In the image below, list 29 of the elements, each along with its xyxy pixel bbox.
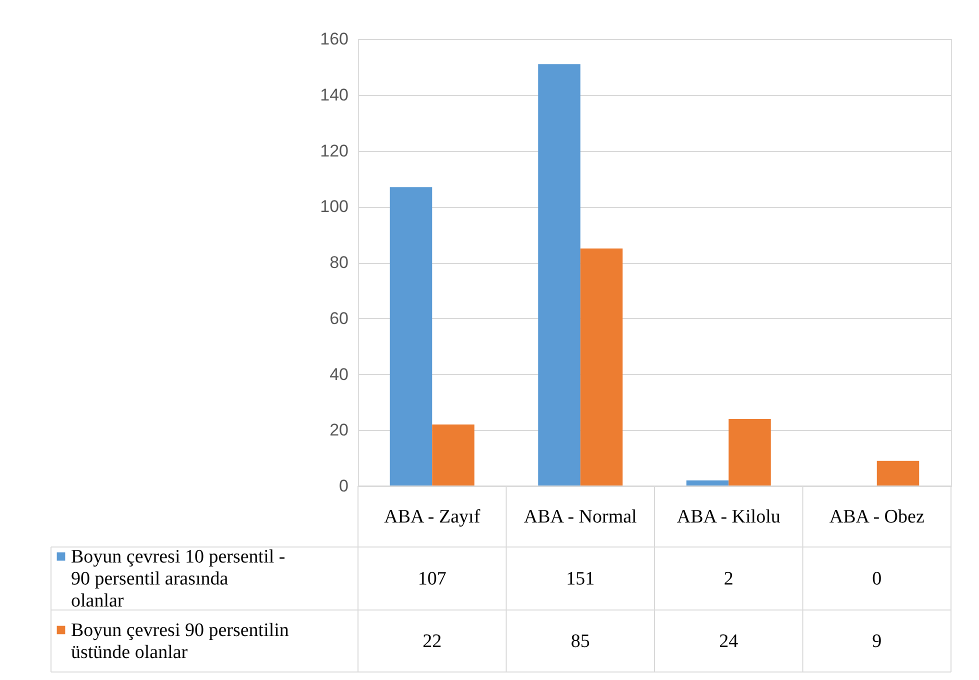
data-label: 0 — [872, 568, 882, 590]
y-tick-label: 100 — [320, 197, 348, 216]
y-tick-label: 0 — [339, 476, 348, 496]
y-tick-label: 140 — [320, 85, 348, 104]
data-label: 24 — [719, 631, 739, 652]
y-tick-label: 120 — [320, 141, 348, 160]
data-label: 22 — [422, 631, 442, 652]
y-tick-label: 160 — [320, 30, 348, 48]
x-tick-label: ABA - Obez — [829, 506, 924, 528]
y-tick-label: 20 — [330, 420, 348, 440]
bar — [390, 187, 432, 486]
legend-label: Boyun çevresi 90 persentilin üstünde olanlar — [71, 620, 290, 663]
data-label: 85 — [570, 631, 590, 652]
legend-label: Boyun çevresi 10 persentil - 90 persentil arasında olanlar — [71, 546, 286, 612]
bar — [876, 460, 920, 486]
data-label: 151 — [566, 568, 595, 590]
bar — [432, 424, 474, 486]
x-tick-label: ABA - Normal — [524, 506, 637, 528]
y-tick-label: 80 — [330, 253, 348, 272]
data-label: 2 — [724, 568, 734, 590]
y-tick-label: 60 — [330, 308, 348, 328]
y-tick-label: 40 — [330, 364, 348, 384]
bar — [580, 248, 623, 486]
x-tick-label: ABA - Zayıf — [384, 506, 481, 528]
data-label: 107 — [418, 568, 446, 590]
x-tick-label: ABA - Kilolu — [676, 506, 781, 528]
bar — [538, 64, 580, 486]
bar — [728, 418, 771, 486]
data-label: 9 — [872, 631, 882, 652]
